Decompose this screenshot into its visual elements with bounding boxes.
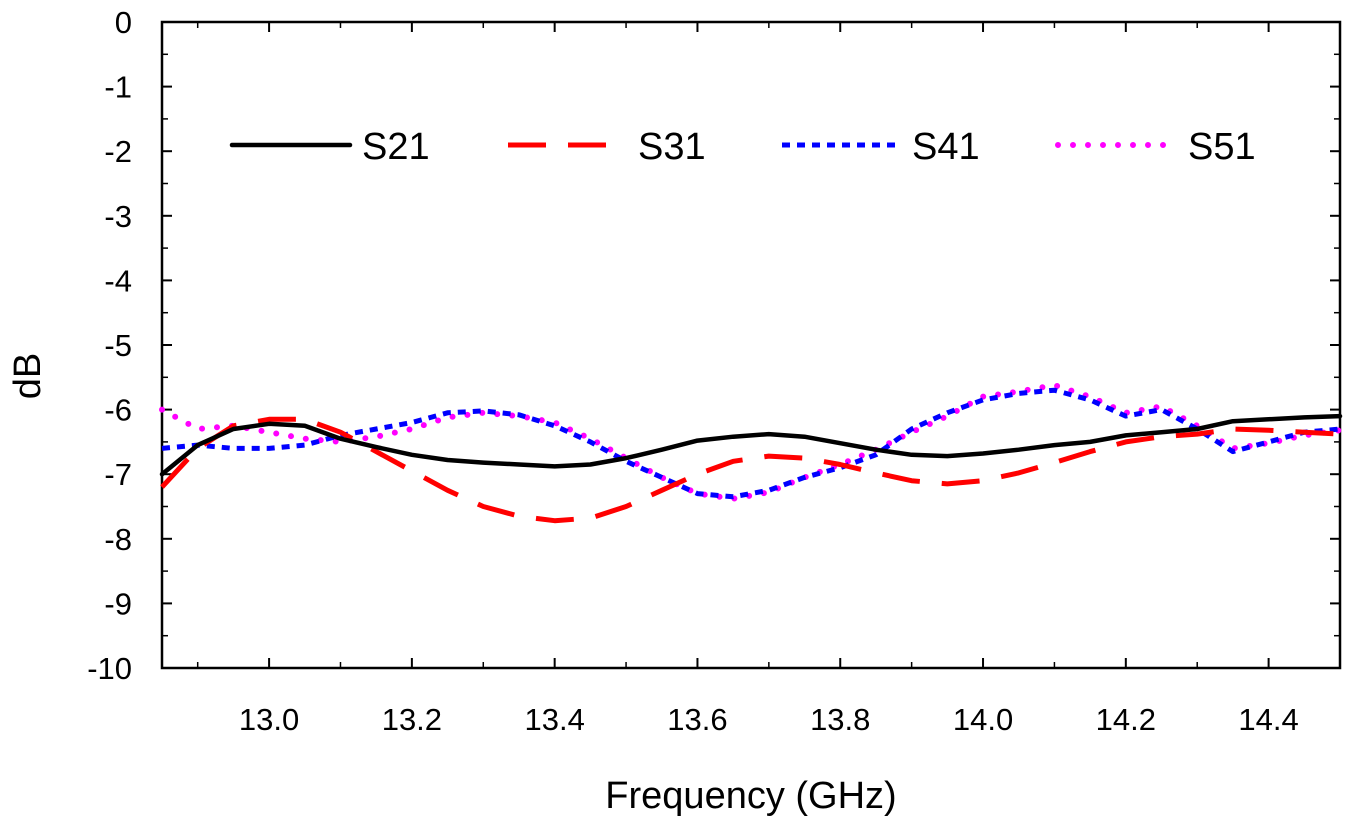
series-line-s21 [159, 413, 1343, 477]
series-line-s41 [161, 387, 1341, 500]
legend: S21 S31 S41 S51 [229, 126, 1256, 168]
series-line-s51 [159, 382, 1343, 502]
y-tick-label: -3 [104, 199, 132, 234]
y-tick-label: -9 [104, 586, 132, 621]
y-tick-label: -10 [87, 651, 132, 686]
x-tick-label: 13.4 [524, 702, 584, 737]
legend-label-s21: S21 [362, 126, 430, 168]
y-axis-title: dB [7, 353, 49, 399]
legend-label-s41: S41 [912, 126, 980, 168]
y-tick-label: -7 [104, 457, 132, 492]
x-tick-label: 14.0 [953, 702, 1013, 737]
y-tick-label: 0 [115, 5, 132, 40]
axes: 0 -1 -2 -3 -4 -5 -6 -7 -8 -9 -10 13.0 13.2 13.4 13.6 13… [87, 5, 1342, 737]
legend-label-s51: S51 [1188, 126, 1256, 168]
x-axis-title: Frequency (GHz) [605, 775, 896, 816]
y-tick-label: -6 [104, 393, 132, 428]
x-tick-label: 13.6 [667, 702, 727, 737]
series-line-s31 [160, 416, 1341, 524]
y-tick-label: -5 [104, 328, 132, 363]
y-tick-label: -4 [104, 263, 132, 298]
y-tick-label: -8 [104, 522, 132, 557]
x-tick-label: 14.4 [1238, 702, 1298, 737]
x-tick-label: 13.0 [239, 702, 299, 737]
y-tick-label: -1 [104, 70, 132, 105]
y-tick-label: -2 [104, 134, 132, 169]
x-tick-label: 14.2 [1096, 702, 1156, 737]
x-tick-label: 13.8 [810, 702, 870, 737]
series-layer [159, 382, 1343, 524]
x-tick-label: 13.2 [382, 702, 442, 737]
plot-frame [160, 20, 1342, 670]
legend-label-s31: S31 [638, 126, 706, 168]
